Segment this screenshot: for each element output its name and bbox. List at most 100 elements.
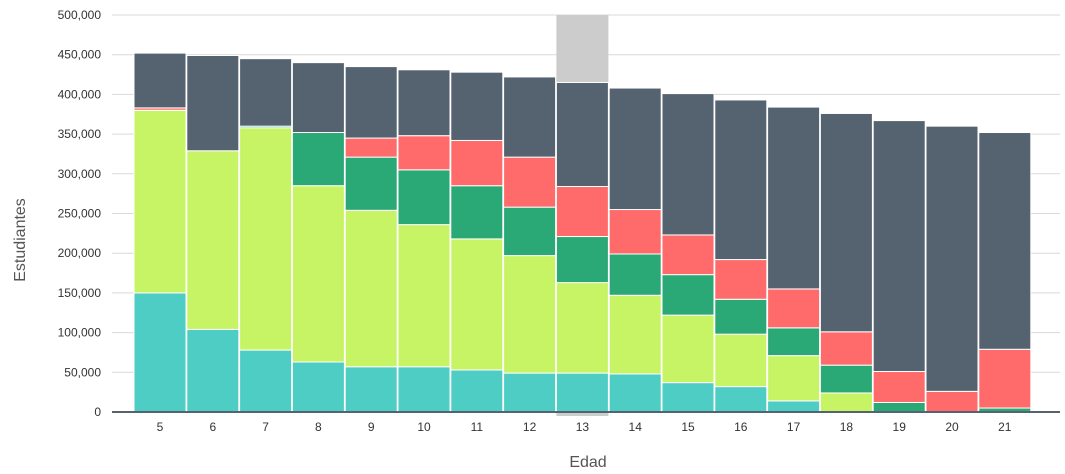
- y-tick-label: 150,000: [58, 286, 102, 300]
- bar-segment[interactable]: [819, 112, 873, 333]
- bar-segment[interactable]: [133, 52, 187, 109]
- x-tick-label: 16: [734, 420, 748, 434]
- bar-segment[interactable]: [661, 314, 715, 384]
- bar-segment[interactable]: [978, 348, 1032, 409]
- bar-segment[interactable]: [925, 390, 979, 413]
- bar-segment[interactable]: [450, 369, 504, 413]
- bar-segment[interactable]: [397, 366, 451, 413]
- y-tick-label: 450,000: [58, 48, 102, 62]
- bar-segment[interactable]: [503, 372, 557, 413]
- bar-segment[interactable]: [291, 361, 345, 413]
- x-tick-label: 21: [998, 420, 1012, 434]
- bar-segment[interactable]: [344, 209, 398, 368]
- y-axis-label: Estudiantes: [12, 198, 29, 282]
- x-tick-label: 10: [417, 420, 431, 434]
- y-tick-label: 500,000: [58, 8, 102, 22]
- bar-segment[interactable]: [133, 109, 187, 294]
- bar-segment[interactable]: [503, 255, 557, 374]
- bar-segment[interactable]: [397, 135, 451, 171]
- bar-segment[interactable]: [767, 400, 821, 413]
- y-tick-label: 200,000: [58, 246, 102, 260]
- bar-segment[interactable]: [714, 298, 768, 335]
- bar-segment[interactable]: [555, 282, 609, 374]
- bar-segment[interactable]: [397, 169, 451, 226]
- y-tick-label: 100,000: [58, 326, 102, 340]
- bar-segment[interactable]: [819, 364, 873, 394]
- bar-segment[interactable]: [767, 355, 821, 402]
- bar-segment[interactable]: [555, 372, 609, 413]
- bar-segment[interactable]: [344, 366, 398, 413]
- bar-segment[interactable]: [661, 382, 715, 413]
- x-tick-label: 17: [787, 420, 801, 434]
- bar-segment[interactable]: [503, 156, 557, 208]
- bar-segment[interactable]: [344, 137, 398, 158]
- bar-segment[interactable]: [450, 139, 504, 187]
- x-tick-label: 7: [262, 420, 269, 434]
- bar-segment[interactable]: [661, 274, 715, 316]
- bar-segment[interactable]: [291, 62, 345, 134]
- bar-segment[interactable]: [503, 76, 557, 158]
- x-tick-label: 13: [576, 420, 590, 434]
- bar-segment[interactable]: [344, 66, 398, 139]
- bar-segment[interactable]: [186, 150, 240, 330]
- x-tick-label: 8: [315, 420, 322, 434]
- bar-segment[interactable]: [555, 186, 609, 238]
- bar-segment[interactable]: [450, 185, 504, 240]
- bar-segment[interactable]: [239, 127, 293, 351]
- bar-segment[interactable]: [239, 349, 293, 413]
- bar-segment[interactable]: [872, 120, 926, 373]
- bar-segment[interactable]: [239, 58, 293, 127]
- x-tick-label: 19: [893, 420, 907, 434]
- bar-segment[interactable]: [450, 71, 504, 141]
- bar-segment[interactable]: [925, 125, 979, 392]
- bar-segment[interactable]: [714, 99, 768, 261]
- bar-segment[interactable]: [978, 132, 1032, 350]
- y-tick-label: 350,000: [58, 127, 102, 141]
- bar-segment[interactable]: [344, 156, 398, 211]
- x-tick-label: 12: [523, 420, 537, 434]
- bar-segment[interactable]: [450, 238, 504, 371]
- x-tick-label: 14: [629, 420, 643, 434]
- bar-segment[interactable]: [872, 371, 926, 403]
- bar-segment[interactable]: [555, 81, 609, 188]
- axes: 0 50,000 100,000 150,000 200,000 250,000 300,0…: [58, 8, 1060, 434]
- bar-segment[interactable]: [608, 87, 662, 211]
- bar-segment[interactable]: [767, 106, 821, 290]
- bar-segment[interactable]: [291, 185, 345, 363]
- x-tick-label: 5: [157, 420, 164, 434]
- bar-segment[interactable]: [767, 288, 821, 329]
- y-tick-label: 50,000: [64, 365, 101, 379]
- x-tick-label: 11: [471, 420, 484, 434]
- bar-segment[interactable]: [186, 328, 240, 413]
- bar-segment[interactable]: [714, 259, 768, 300]
- bar-segment[interactable]: [714, 386, 768, 413]
- bar-segment[interactable]: [661, 93, 715, 236]
- bar-segment[interactable]: [608, 209, 662, 255]
- x-tick-label: 15: [681, 420, 695, 434]
- bar-segment[interactable]: [397, 224, 451, 368]
- x-tick-label: 6: [209, 420, 216, 434]
- y-tick-label: 250,000: [58, 207, 102, 221]
- x-axis-label: Edad: [569, 454, 606, 471]
- bar-segment[interactable]: [503, 206, 557, 257]
- bar-segment[interactable]: [186, 54, 240, 152]
- bars: [133, 52, 1032, 413]
- bar-segment[interactable]: [608, 294, 662, 375]
- bar-segment[interactable]: [608, 253, 662, 296]
- bar-segment[interactable]: [555, 236, 609, 284]
- bar-segment[interactable]: [872, 401, 926, 413]
- bar-segment[interactable]: [819, 331, 873, 366]
- bar-segment[interactable]: [397, 69, 451, 137]
- bar-segment[interactable]: [714, 333, 768, 388]
- y-tick-label: 400,000: [58, 87, 102, 101]
- y-tick-label: 300,000: [58, 167, 102, 181]
- bar-segment[interactable]: [133, 292, 187, 413]
- bar-segment[interactable]: [291, 132, 345, 187]
- bar-segment[interactable]: [661, 234, 715, 276]
- bar-segment[interactable]: [767, 327, 821, 357]
- y-tick-label: 0: [94, 405, 101, 419]
- bar-segment[interactable]: [819, 392, 873, 413]
- bar-segment[interactable]: [608, 373, 662, 413]
